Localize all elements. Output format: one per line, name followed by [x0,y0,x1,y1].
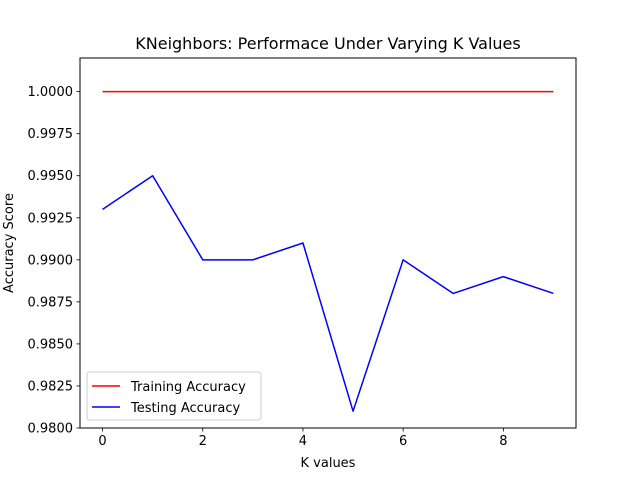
y-tick-label: 0.9800 [28,422,74,437]
y-tick-label: 0.9900 [28,253,74,268]
y-tick-label: 0.9975 [28,127,74,142]
x-axis-ticks: 0 2 4 6 8 [98,428,507,449]
y-tick-label: 0.9950 [28,169,74,184]
y-tick-label: 0.9850 [28,337,74,352]
legend: Training Accuracy Testing Accuracy [86,371,262,421]
x-tick-label: 2 [199,434,207,449]
series-layer [102,90,554,412]
legend-label-testing: Testing Accuracy [130,401,240,416]
y-tick-label: 0.9925 [28,211,74,226]
x-axis-label: K values [301,456,356,471]
legend-box [86,371,262,421]
x-tick-label: 4 [299,434,307,449]
y-tick-label: 1.0000 [28,85,74,100]
y-tick-label: 0.9875 [28,295,74,310]
y-axis-ticks: 0.9800 0.9825 0.9850 0.9875 0.9900 0.9925 0.99… [28,85,80,437]
y-tick-label: 0.9825 [28,379,74,394]
legend-label-training: Training Accuracy [130,380,246,395]
x-tick-label: 6 [399,434,407,449]
x-tick-label: 0 [98,434,106,449]
x-tick-label: 8 [499,434,507,449]
chart-title: KNeighbors: Performace Under Varying K V… [135,34,520,53]
plot-frame [79,57,577,429]
y-axis-label: Accuracy Score [2,193,17,293]
series-line-testing-accuracy [102,174,554,412]
